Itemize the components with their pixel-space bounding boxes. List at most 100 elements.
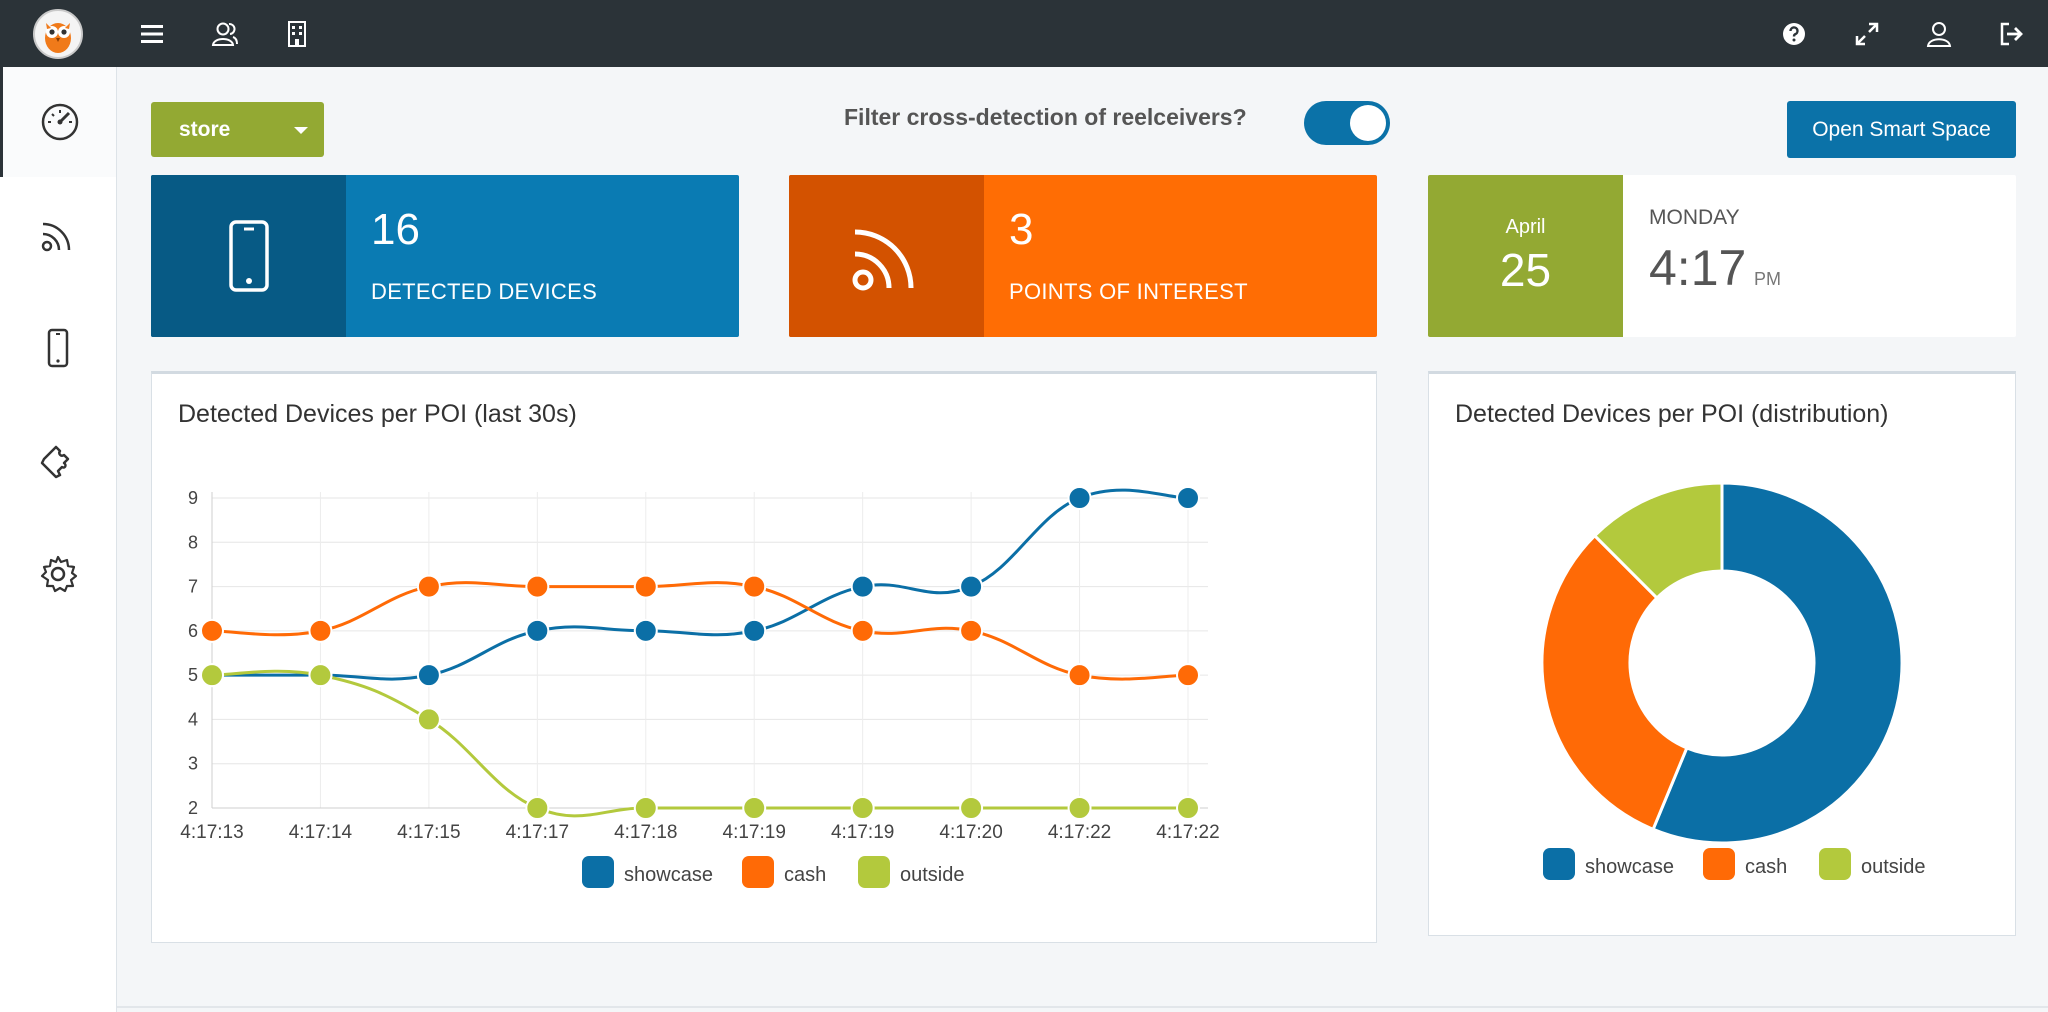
line-chart-panel: Detected Devices per POI (last 30s) 2 3 4 5… (151, 371, 1377, 943)
legend-label-outside: outside (1861, 856, 1926, 878)
data-point-outside (1176, 796, 1200, 820)
legend-label-showcase: showcase (624, 864, 713, 886)
y-tick-label: 3 (188, 754, 198, 774)
series-line-outside (211, 669, 1188, 818)
data-point-showcase (959, 574, 984, 599)
filter-toggle[interactable] (1304, 101, 1390, 145)
footer-divider (117, 1006, 2048, 1008)
legend-label-showcase: showcase (1585, 856, 1674, 878)
x-tick-label: 4:17:19 (723, 822, 786, 843)
series-line-showcase (211, 488, 1189, 681)
sidebar-item-dashboard[interactable] (0, 67, 116, 177)
data-point-outside (959, 796, 984, 820)
detected-devices-count: 16 (371, 205, 420, 254)
legend-swatch-cash (742, 856, 774, 888)
data-point-showcase (1176, 486, 1200, 510)
clock-ampm: PM (1754, 269, 1781, 289)
data-point-outside (850, 796, 875, 820)
data-point-cash (525, 574, 550, 599)
y-tick-label: 7 (188, 577, 198, 597)
detected-devices-label: DETECTED DEVICES (371, 279, 598, 304)
weekday: MONDAY (1649, 206, 1740, 229)
data-point-outside (308, 663, 333, 688)
date-month: April (1505, 215, 1546, 238)
data-point-cash (1176, 663, 1200, 688)
data-point-cash (308, 618, 333, 643)
owl-logo-icon[interactable] (33, 9, 83, 59)
legend-label-cash: cash (1745, 856, 1787, 878)
data-point-showcase (850, 574, 875, 599)
legend-swatch-showcase (1543, 848, 1575, 880)
x-tick-label: 4:17:14 (289, 822, 353, 843)
donut-chart-title: Detected Devices per POI (distribution) (1455, 400, 1889, 428)
sidebar-item-poi[interactable] (0, 180, 116, 290)
data-point-cash (200, 618, 224, 643)
fullscreen-icon[interactable] (1851, 18, 1883, 50)
legend-swatch-outside (1819, 848, 1851, 880)
tile-icon-area (789, 175, 984, 337)
legend-label-cash: cash (784, 864, 826, 886)
data-point-showcase (1067, 486, 1092, 510)
data-point-cash (850, 618, 875, 643)
date-time-tile: April 25 MONDAY 4:17 PM (1428, 175, 2016, 337)
sidebar-item-settings[interactable] (0, 519, 116, 629)
user-icon[interactable] (1923, 18, 1955, 50)
data-point-outside (633, 796, 658, 820)
x-tick-label: 4:17:13 (180, 822, 243, 843)
sidebar-item-devices[interactable] (0, 293, 116, 403)
line-chart-title: Detected Devices per POI (last 30s) (178, 400, 577, 428)
puzzle-icon (40, 445, 70, 479)
legend-label-outside: outside (900, 864, 965, 886)
data-point-outside (1067, 796, 1092, 820)
x-tick-label: 4:17:22 (1156, 822, 1219, 843)
points-of-interest-tile: 3 POINTS OF INTEREST (789, 175, 1377, 337)
legend-swatch-showcase (582, 856, 614, 888)
sidebar-item-plugins[interactable] (0, 406, 116, 516)
help-icon[interactable] (1778, 18, 1810, 50)
data-point-cash (633, 574, 658, 599)
series-line-cash (211, 581, 1189, 681)
date-area: April 25 (1428, 175, 1623, 337)
donut-slice-outside (1592, 481, 1724, 601)
building-icon[interactable] (281, 18, 313, 50)
y-tick-label: 2 (188, 798, 198, 818)
data-point-showcase (742, 618, 767, 643)
legend-swatch-cash (1703, 848, 1735, 880)
x-tick-label: 4:17:22 (1048, 822, 1111, 843)
open-smart-space-button[interactable]: Open Smart Space (1787, 101, 2016, 158)
users-icon[interactable] (209, 18, 241, 50)
data-point-cash (959, 618, 984, 643)
y-tick-label: 4 (188, 709, 198, 729)
mobile-icon (47, 328, 69, 368)
filter-label: Filter cross-detection of reelceivers? (844, 104, 1247, 130)
sidebar (0, 67, 117, 1012)
data-point-cash (1067, 663, 1092, 688)
x-tick-label: 4:17:20 (939, 822, 1002, 843)
donut-slice-cash (1540, 533, 1689, 832)
donut-chart: showcase cash outside (1540, 481, 1926, 880)
x-tick-label: 4:17:17 (506, 822, 569, 843)
mobile-icon (228, 220, 269, 292)
line-chart: 2 3 4 5 6 7 8 9 4:17:13 4:17:14 4:17:15 4:17:17 4:17… (180, 486, 1220, 888)
clock-time: 4:17 (1649, 240, 1747, 296)
menu-icon[interactable] (136, 18, 168, 50)
data-point-outside (525, 796, 550, 820)
store-dropdown[interactable]: store (151, 102, 324, 157)
y-tick-label: 6 (188, 621, 198, 641)
date-day: 25 (1499, 243, 1552, 296)
store-dropdown-label: store (179, 117, 231, 141)
caret-down-icon (294, 127, 308, 134)
rss-icon (41, 222, 71, 252)
data-point-cash (742, 574, 767, 599)
logout-icon[interactable] (1996, 18, 2028, 50)
x-tick-label: 4:17:15 (397, 822, 460, 843)
donut-chart-panel: Detected Devices per POI (distribution) … (1428, 371, 2016, 936)
tile-icon-area (151, 175, 346, 337)
speedometer-icon (41, 103, 78, 141)
data-point-cash (416, 574, 441, 599)
poi-count: 3 (1009, 205, 1034, 254)
rss-icon (852, 229, 913, 291)
x-tick-label: 4:17:18 (614, 822, 677, 843)
poi-label: POINTS OF INTEREST (1009, 279, 1248, 304)
gear-icon (40, 555, 78, 593)
